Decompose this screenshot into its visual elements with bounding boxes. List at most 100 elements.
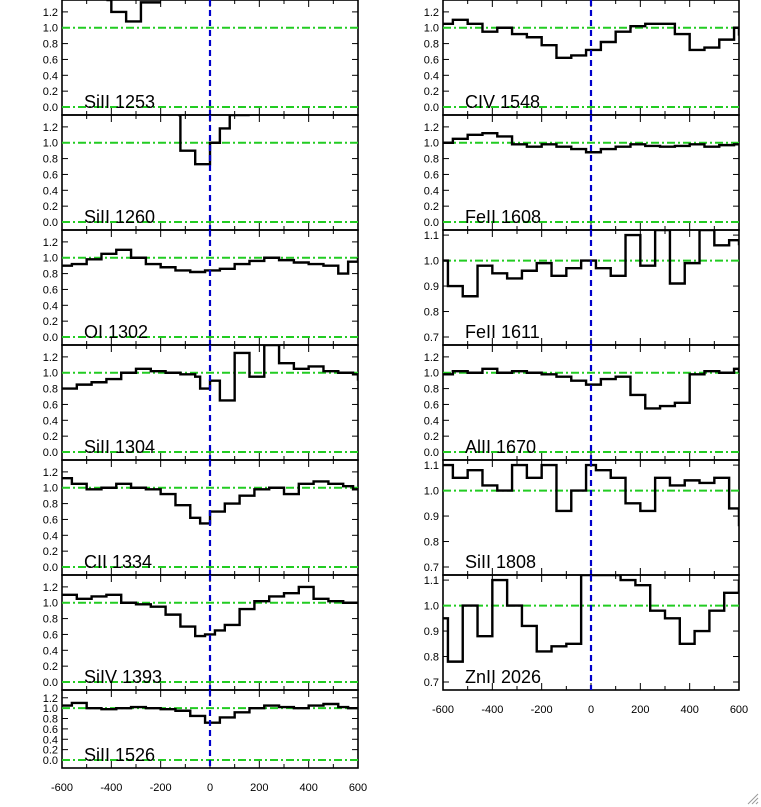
y-tick-label: 0.2: [43, 745, 58, 757]
y-tick-label: 0.8: [43, 269, 58, 281]
y-tick-label: 0.4: [43, 645, 58, 657]
y-tick-label: 0.0: [424, 447, 439, 459]
spectrum-line: [443, 575, 739, 663]
y-tick-label: 0.7: [424, 562, 439, 574]
y-tick-label: 0.8: [43, 384, 58, 396]
x-tick-label: 400: [680, 704, 698, 716]
y-tick-label: 1.2: [43, 352, 58, 364]
panel-label: SiII 1253: [84, 92, 155, 112]
x-tick-label: -200: [150, 782, 172, 794]
y-tick-label: 0.6: [43, 54, 58, 66]
y-tick-label: 1.2: [43, 582, 58, 594]
y-tick-label: 0.4: [43, 415, 58, 427]
y-tick-label: 1.0: [424, 256, 439, 268]
y-tick-label: 1.2: [424, 122, 439, 134]
y-tick-label: 0.0: [43, 217, 58, 229]
spectrum-line: [62, 585, 358, 638]
y-tick-label: 1.2: [43, 122, 58, 134]
y-tick-label: 1.0: [43, 138, 58, 150]
spectrum-line: [177, 115, 250, 166]
panel-label: OI 1302: [84, 322, 148, 342]
y-tick-label: 1.0: [43, 253, 58, 265]
panel-label: CIV 1548: [465, 92, 540, 112]
y-tick-label: 0.4: [424, 415, 439, 427]
spectrum-line: [443, 18, 739, 60]
y-tick-label: 0.8: [424, 154, 439, 166]
y-tick-label: 0.2: [43, 316, 58, 328]
y-tick-label: 1.0: [43, 598, 58, 610]
y-tick-label: 0.2: [43, 201, 58, 213]
y-tick-label: 0.0: [43, 332, 58, 344]
y-tick-label: 0.2: [424, 431, 439, 443]
y-tick-label: 0.4: [43, 734, 58, 746]
panel-label: SiII 1526: [84, 745, 155, 765]
panel-siii-1260: 0.0 0.2 0.4 0.6 0.8 1.0 1.2 SiII 1260: [43, 114, 359, 231]
y-tick-label: 0.0: [43, 755, 58, 767]
x-tick-label: -400: [481, 704, 503, 716]
panel-znii-2026: 0.7 0.8 0.9 1.0 1.1 ZnII 2026 -600 -400 -200 0 200…: [424, 574, 748, 716]
y-tick-label: 1.2: [424, 352, 439, 364]
y-tick-label: 0.9: [424, 626, 439, 638]
panel-label: FeII 1608: [465, 207, 541, 227]
x-tick-label: 600: [730, 704, 748, 716]
y-tick-label: 0.0: [424, 102, 439, 114]
y-tick-label: 0.8: [43, 614, 58, 626]
panel-label: ZnII 2026: [465, 667, 541, 687]
y-tick-label: 0.0: [43, 102, 58, 114]
panel-oi-1302: 0.0 0.2 0.4 0.6 0.8 1.0 1.2 OI 1302: [43, 229, 359, 346]
panel-siii-1304: 0.0 0.2 0.4 0.6 0.8 1.0 1.2 SiII 1304: [43, 344, 359, 461]
y-tick-label: 0.8: [43, 499, 58, 511]
panel-siii-1253: 0.0 0.2 0.4 0.6 0.8 1.0 1.2 SiII 1253: [43, 0, 359, 116]
y-tick-label: 0.6: [43, 399, 58, 411]
panel-siii-1808: 0.7 0.8 0.9 1.0 1.1 SiII 1808: [424, 459, 740, 576]
y-tick-label: 0.8: [43, 39, 58, 51]
x-tick-label: 600: [349, 782, 367, 794]
x-tick-label: 200: [250, 782, 268, 794]
panel-label: AlII 1670: [465, 437, 536, 457]
y-tick-label: 0.4: [43, 185, 58, 197]
y-tick-label: 0.8: [424, 384, 439, 396]
y-tick-label: 0.8: [424, 307, 439, 319]
y-tick-label: 0.8: [43, 154, 58, 166]
panel-feii-1611: 0.7 0.8 0.9 1.0 1.1 FeII 1611: [424, 229, 740, 346]
y-tick-label: 1.0: [424, 138, 439, 150]
y-tick-label: 0.8: [424, 537, 439, 549]
y-tick-label: 1.0: [424, 601, 439, 613]
x-tick-label: -200: [531, 704, 553, 716]
y-tick-label: 0.8: [43, 714, 58, 726]
y-tick-label: 0.8: [424, 652, 439, 664]
panel-label: SiII 1808: [465, 552, 536, 572]
y-tick-label: 0.9: [424, 511, 439, 523]
y-tick-label: 0.0: [424, 217, 439, 229]
y-tick-label: 1.0: [424, 23, 439, 35]
y-tick-label: 1.0: [424, 486, 439, 498]
y-tick-label: 0.6: [424, 169, 439, 181]
y-tick-label: 0.2: [424, 86, 439, 98]
y-tick-label: 0.2: [43, 86, 58, 98]
x-tick-label: 0: [207, 782, 213, 794]
y-tick-label: 1.1: [424, 230, 439, 242]
resize-grip-icon[interactable]: [745, 791, 759, 805]
y-tick-label: 0.2: [43, 546, 58, 558]
y-tick-label: 0.6: [43, 629, 58, 641]
y-tick-label: 1.2: [424, 7, 439, 19]
x-tick-label: 0: [588, 704, 594, 716]
y-tick-label: 0.8: [424, 39, 439, 51]
panel-label: SiII 1260: [84, 207, 155, 227]
y-tick-label: 1.1: [424, 460, 439, 472]
y-tick-label: 0.7: [424, 332, 439, 344]
x-tick-label: -600: [51, 782, 73, 794]
y-tick-label: 0.6: [43, 514, 58, 526]
spectrum-line: [62, 248, 358, 275]
y-tick-label: 0.2: [424, 201, 439, 213]
y-tick-label: 1.0: [43, 368, 58, 380]
panel-feii-1608: 0.0 0.2 0.4 0.6 0.8 1.0 1.2 FeII 1608: [424, 114, 740, 231]
panel-label: FeII 1611: [465, 322, 540, 342]
x-tick-label: -400: [100, 782, 122, 794]
y-tick-label: 1.2: [43, 693, 58, 705]
spectrum-line: [443, 132, 739, 154]
y-tick-label: 1.0: [424, 368, 439, 380]
panel-siii-1526: 0.00.20.40.60.81.01.2 SiII 1526 -600 -400 -2…: [43, 689, 367, 794]
